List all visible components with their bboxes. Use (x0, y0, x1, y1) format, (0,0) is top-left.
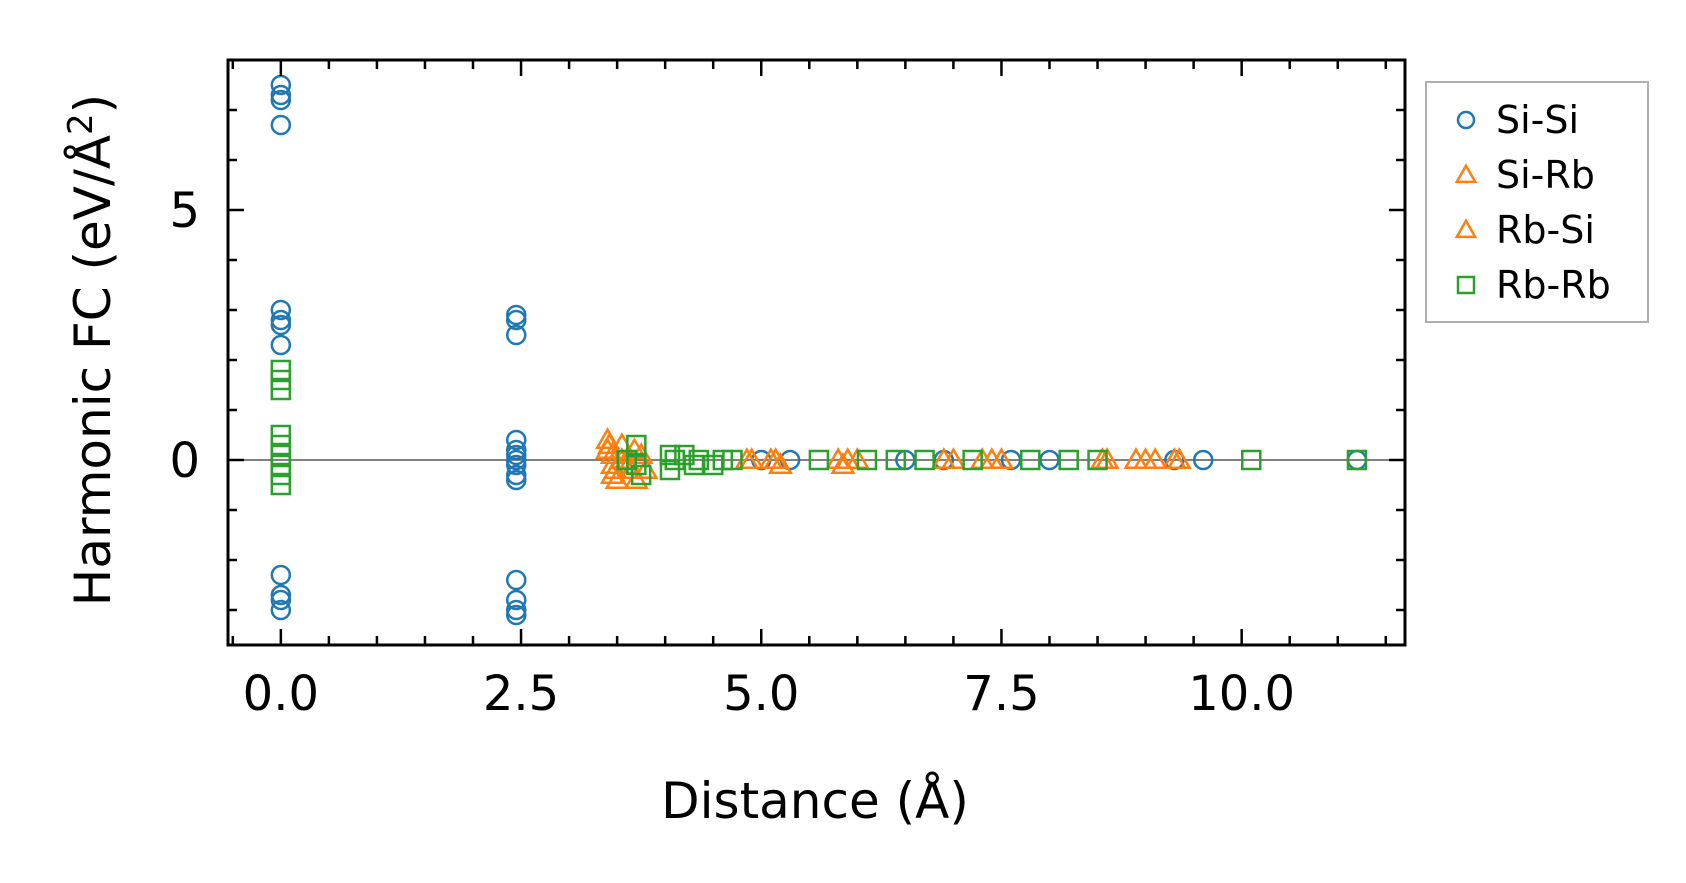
rb-rb-point (885, 449, 907, 471)
rb-si-point (621, 437, 647, 460)
rb-si-point (739, 447, 765, 470)
rb-rb-point (659, 444, 681, 466)
legend-marker (1454, 218, 1478, 239)
rb-si-point (979, 447, 1005, 470)
rb-rb-point (808, 449, 830, 471)
si-si-point (505, 569, 527, 591)
rb-rb-point (270, 379, 292, 401)
si-rb-point (767, 452, 793, 475)
legend-item-rb-rb: Rb-Rb (1456, 263, 1611, 307)
si-si-point (270, 114, 292, 136)
rb-rb-point (722, 449, 743, 471)
si-si-point (505, 464, 527, 486)
si-si-point (505, 439, 527, 461)
axis-ticks (228, 58, 1405, 645)
si-si-point (505, 429, 527, 451)
rb-si-point (1133, 447, 1159, 470)
si-si-point (270, 599, 292, 621)
si-si-point (270, 314, 292, 336)
si-si-point (270, 84, 292, 106)
si-si-point (505, 604, 527, 626)
legend-marker (1456, 275, 1476, 295)
rb-rb-point (688, 449, 710, 471)
si-si-point (505, 599, 527, 621)
x-tick-label: 10.0 (1188, 666, 1295, 722)
x-tick-label: 7.5 (963, 666, 1039, 722)
si-si-point (270, 89, 292, 111)
y-tick-label: 5 (169, 183, 200, 239)
legend-label: Si-Si (1496, 98, 1579, 142)
rb-rb-point (630, 464, 652, 486)
rb-rb-point (1020, 449, 1041, 471)
legend: Si-Si Si-Rb Rb-Si Rb-Rb (1425, 81, 1649, 323)
si-si-point (505, 444, 527, 466)
si-si-point (1192, 449, 1214, 471)
legend-item-rb-si: Rb-Si (1454, 208, 1595, 252)
si-si-point (505, 469, 527, 491)
si-si-point (505, 589, 527, 611)
series-si-si (270, 74, 1368, 626)
si-si-point (270, 589, 292, 611)
si-si-point (505, 324, 527, 346)
plot-frame (226, 58, 1407, 647)
rb-rb-point (1087, 449, 1108, 471)
si-si-point (505, 454, 527, 476)
rb-rb-point (270, 474, 292, 496)
legend-label: Rb-Si (1496, 208, 1595, 252)
rb-rb-point (962, 449, 983, 471)
rb-si-point (1166, 447, 1192, 470)
si-si-point (270, 334, 292, 356)
rb-rb-point (626, 434, 647, 456)
x-tick-label: 5.0 (723, 666, 799, 722)
legend-marker (1454, 163, 1478, 184)
legend-box (1425, 81, 1649, 323)
si-si-point (505, 449, 527, 471)
y-tick-label: 0 (169, 433, 200, 489)
data-points (270, 74, 1368, 626)
rb-rb-point (1346, 449, 1368, 471)
legend-marker (1456, 110, 1476, 130)
series-rb-rb (270, 359, 1368, 496)
si-si-point (505, 309, 527, 331)
rb-si-point (931, 447, 957, 470)
y-tick-labels: 05 (169, 183, 200, 489)
x-tick-labels: 0.0 2.5 5.0 7.5 10.0 (243, 666, 1295, 722)
y-axis-label: Harmonic FC (eV/Å2) (61, 94, 122, 606)
si-si-point (505, 304, 527, 326)
x-axis-label: Distance (Å) (661, 772, 969, 830)
rb-rb-point (914, 449, 935, 471)
rb-si-point (830, 452, 856, 475)
rb-rb-point (1241, 449, 1262, 471)
legend-label: Rb-Rb (1496, 263, 1611, 307)
si-si-point (270, 564, 292, 586)
rb-si-point (763, 447, 789, 470)
legend-label: Si-Rb (1496, 153, 1595, 197)
rb-rb-point (1058, 449, 1079, 471)
legend-item-si-rb: Si-Rb (1454, 153, 1595, 197)
si-si-point (270, 584, 292, 606)
rb-rb-point (856, 449, 878, 471)
si-si-point (270, 299, 292, 321)
rb-si-point (596, 432, 622, 455)
x-tick-label: 2.5 (483, 666, 559, 722)
legend-item-si-si: Si-Si (1456, 98, 1579, 142)
x-tick-label: 0.0 (243, 666, 319, 722)
si-si-point (270, 309, 292, 331)
plot-area (226, 58, 1407, 647)
